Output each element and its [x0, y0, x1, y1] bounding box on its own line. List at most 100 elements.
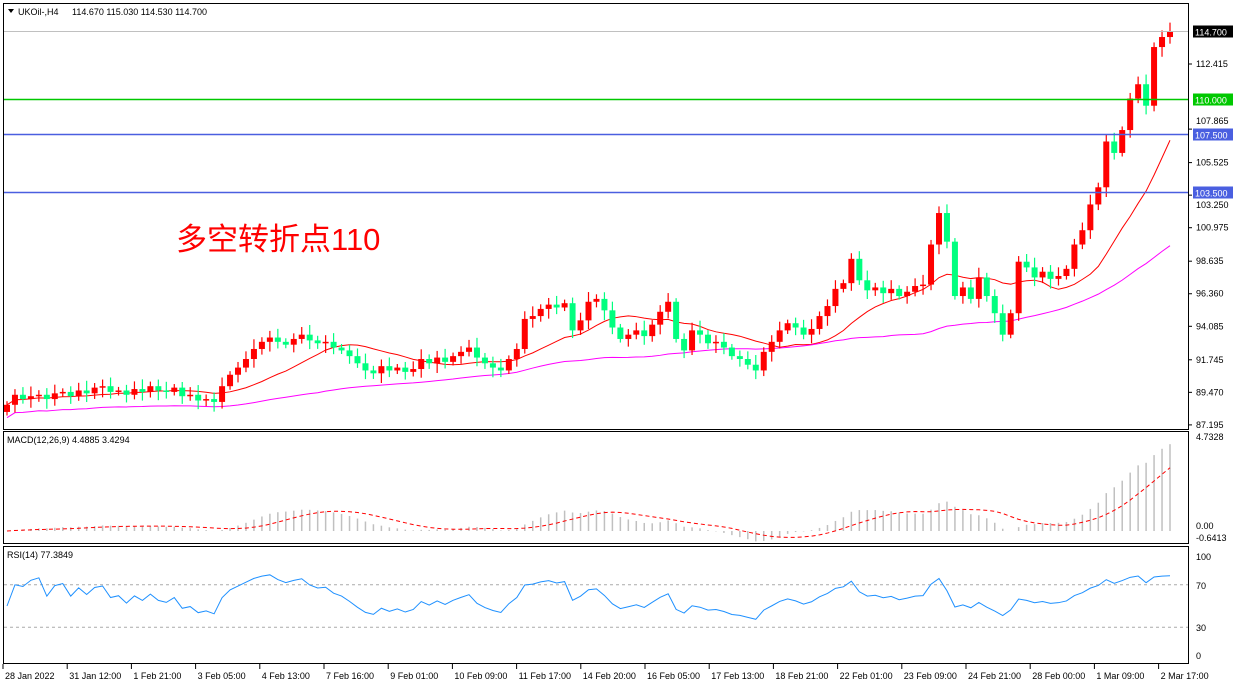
candle[interactable]	[983, 272, 990, 302]
candle[interactable]	[290, 333, 297, 353]
candle[interactable]	[450, 352, 457, 366]
candle[interactable]	[67, 386, 74, 404]
candle[interactable]	[1015, 256, 1022, 321]
candle[interactable]	[951, 238, 958, 300]
candle[interactable]	[577, 312, 584, 335]
candle[interactable]	[235, 361, 242, 383]
candle[interactable]	[458, 346, 465, 364]
candle[interactable]	[904, 286, 911, 304]
candle[interactable]	[1159, 30, 1166, 57]
candle[interactable]	[1023, 254, 1030, 273]
candle[interactable]	[211, 392, 218, 412]
candle[interactable]	[195, 385, 202, 410]
candle[interactable]	[1079, 222, 1086, 250]
candle[interactable]	[163, 381, 170, 399]
candle[interactable]	[75, 382, 82, 401]
candle[interactable]	[537, 304, 544, 322]
candle[interactable]	[513, 343, 520, 367]
candle[interactable]	[1039, 267, 1046, 284]
candle[interactable]	[609, 301, 616, 335]
candle[interactable]	[314, 335, 321, 349]
candle[interactable]	[473, 337, 480, 367]
candle[interactable]	[912, 278, 919, 297]
candle[interactable]	[1087, 194, 1094, 239]
candle[interactable]	[179, 381, 186, 404]
candle[interactable]	[27, 386, 34, 408]
candle[interactable]	[187, 387, 194, 401]
candle[interactable]	[410, 361, 417, 377]
candle[interactable]	[346, 344, 353, 364]
candle[interactable]	[840, 279, 847, 293]
candle[interactable]	[848, 253, 855, 291]
candle[interactable]	[258, 337, 265, 355]
candle[interactable]	[227, 371, 234, 390]
candle[interactable]	[51, 384, 58, 406]
candle[interactable]	[712, 335, 719, 353]
candle[interactable]	[35, 390, 42, 402]
candle[interactable]	[633, 322, 640, 340]
candle[interactable]	[553, 295, 560, 315]
candle[interactable]	[521, 311, 528, 354]
candle[interactable]	[306, 324, 313, 350]
candle[interactable]	[1031, 257, 1038, 287]
candle[interactable]	[242, 351, 249, 373]
candle[interactable]	[928, 239, 935, 291]
candle[interactable]	[529, 306, 536, 328]
candle[interactable]	[155, 379, 162, 401]
candle[interactable]	[1135, 76, 1142, 104]
candle[interactable]	[959, 281, 966, 304]
candle[interactable]	[59, 388, 66, 397]
candle[interactable]	[1071, 238, 1078, 277]
candle[interactable]	[83, 380, 90, 403]
candle[interactable]	[1055, 267, 1062, 286]
candle[interactable]	[481, 352, 488, 369]
candle[interactable]	[1111, 132, 1118, 160]
candle[interactable]	[1007, 309, 1014, 339]
candle[interactable]	[625, 329, 632, 347]
candle[interactable]	[601, 292, 608, 321]
candle[interactable]	[203, 394, 210, 407]
candle[interactable]	[394, 364, 401, 375]
candle[interactable]	[131, 381, 138, 400]
candle[interactable]	[999, 304, 1006, 342]
candle[interactable]	[426, 354, 433, 369]
candle[interactable]	[920, 274, 927, 295]
dropdown-triangle-icon[interactable]	[8, 9, 14, 13]
candle[interactable]	[720, 333, 727, 355]
candle[interactable]	[1167, 22, 1173, 44]
candle[interactable]	[1143, 74, 1150, 115]
candle[interactable]	[776, 321, 783, 349]
candle[interactable]	[107, 377, 114, 399]
candle[interactable]	[386, 357, 393, 378]
candle[interactable]	[967, 279, 974, 304]
candle[interactable]	[856, 251, 863, 285]
candle[interactable]	[19, 387, 26, 404]
candle[interactable]	[784, 319, 791, 334]
candle[interactable]	[617, 323, 624, 343]
candle[interactable]	[665, 293, 672, 319]
candle[interactable]	[1151, 42, 1158, 112]
candle[interactable]	[434, 350, 441, 374]
candle[interactable]	[943, 204, 950, 249]
candle[interactable]	[991, 289, 998, 323]
candle[interactable]	[752, 355, 759, 380]
candle[interactable]	[11, 389, 18, 413]
candle[interactable]	[704, 330, 711, 349]
candle[interactable]	[545, 297, 552, 319]
candle[interactable]	[657, 305, 664, 335]
candle[interactable]	[322, 335, 329, 353]
candle[interactable]	[139, 379, 146, 401]
candle[interactable]	[768, 335, 775, 362]
candle[interactable]	[250, 339, 257, 368]
candle[interactable]	[736, 350, 743, 367]
candle[interactable]	[330, 333, 337, 355]
candle[interactable]	[442, 348, 449, 369]
candle[interactable]	[872, 282, 879, 296]
candle[interactable]	[274, 328, 281, 349]
candle[interactable]	[975, 267, 982, 308]
candle[interactable]	[43, 388, 50, 409]
candle[interactable]	[354, 348, 361, 368]
candle[interactable]	[832, 280, 839, 313]
candle[interactable]	[864, 270, 871, 300]
